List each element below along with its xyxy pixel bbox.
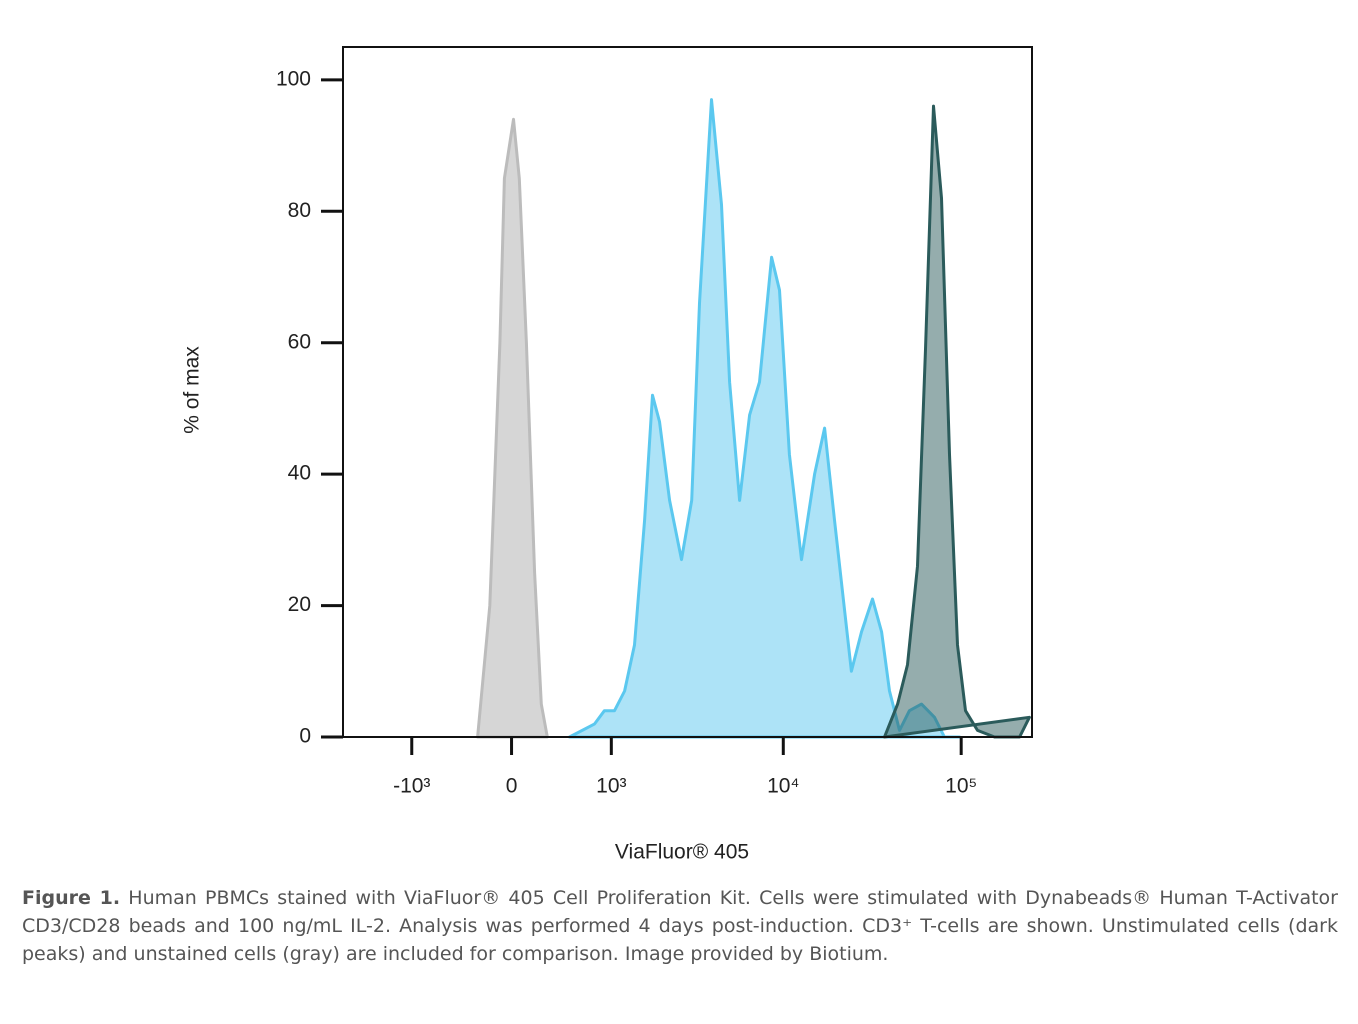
caption-text: Human PBMCs stained with ViaFluor® 405 C… <box>22 887 1338 965</box>
y-tick-label: 0 <box>299 725 311 748</box>
histogram-area <box>883 104 1031 739</box>
y-tick-label: 20 <box>288 593 311 616</box>
y-tick-label: 80 <box>288 199 311 222</box>
x-tick-label: 10³ <box>596 775 626 798</box>
x-tick-label: 10⁴ <box>767 775 799 798</box>
y-axis-label: % of max <box>181 346 204 434</box>
y-tick-label: 100 <box>276 67 311 90</box>
y-tick-label: 40 <box>288 462 311 485</box>
histogram-area <box>568 98 961 739</box>
caption-label: Figure 1. <box>22 887 121 909</box>
chart: % of max ViaFluor® 405 0 20 40 60 80 100 -10³ 0… <box>181 46 1033 864</box>
plot-frame <box>342 46 1033 738</box>
x-tick-label: -10³ <box>393 775 430 798</box>
x-tick-label: 10⁵ <box>945 775 977 798</box>
y-tick-label: 60 <box>288 330 311 353</box>
caption: Figure 1. Human PBMCs stained with ViaFl… <box>22 884 1338 968</box>
x-tick-label: 0 <box>506 775 518 798</box>
histogram-area <box>476 117 549 739</box>
plot-area <box>476 98 1031 739</box>
x-axis-label: ViaFluor® 405 <box>615 841 749 864</box>
